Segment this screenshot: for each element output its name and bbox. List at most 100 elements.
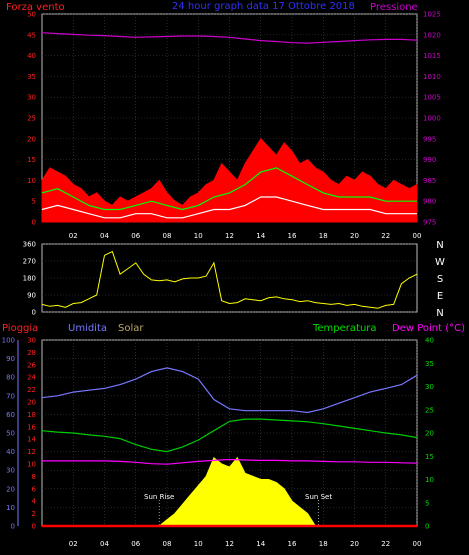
- rain-tick-label: 6: [32, 485, 37, 493]
- bottom-tick-x: 10: [194, 540, 203, 548]
- pressure-series: [41, 32, 418, 44]
- wind-tick-label: 20: [27, 135, 36, 143]
- pressure-tick-label: 1025: [423, 11, 441, 19]
- compass-label: S: [437, 274, 443, 285]
- wind-minimum-series: [41, 196, 417, 219]
- solar-series: [157, 456, 317, 527]
- sunset-label: Sun Set: [305, 493, 332, 501]
- humidity-tick-label: 20: [6, 485, 15, 493]
- wind-tick-label: 10: [27, 177, 36, 185]
- direction-tick-label: 270: [23, 258, 36, 266]
- top-tick-x: 22: [381, 232, 390, 240]
- temperature-tick-label: 10: [425, 476, 434, 484]
- rain-tick-label: 16: [27, 423, 36, 431]
- bottom-tick-x: 02: [69, 540, 78, 548]
- wind-tick-label: 45: [27, 31, 36, 39]
- wind-gust-series: [41, 137, 418, 223]
- wind-pressure-panel: 0510152025303540455097598098599099510001…: [27, 11, 441, 241]
- top-tick-x: 16: [288, 232, 297, 240]
- wind-tick-label: 15: [27, 156, 36, 164]
- rain-tick-label: 4: [32, 498, 37, 506]
- rain-tick-label: 8: [32, 473, 36, 481]
- bottom-tick-x: 16: [288, 540, 297, 548]
- humidity-tick-label: 30: [6, 467, 15, 475]
- temperature-tick-label: 5: [425, 499, 429, 507]
- humidity-tick-label: 10: [6, 504, 15, 512]
- rain-tick-label: 28: [27, 349, 36, 357]
- temperature-tick-label: 0: [425, 523, 429, 531]
- humidity-tick-label: 70: [6, 392, 15, 400]
- pressure-tick-label: 1000: [423, 115, 441, 123]
- pressure-tick-label: 985: [423, 177, 436, 185]
- pressure-tick-label: 1015: [423, 52, 441, 60]
- rain-tick-label: 30: [27, 337, 36, 345]
- wind-axis-label: Forza vento: [6, 2, 65, 13]
- compass-label: E: [437, 291, 443, 302]
- pressure-tick-label: 1020: [423, 31, 441, 39]
- solar-axis-label: Solar: [118, 323, 144, 334]
- rain-tick-label: 0: [32, 523, 36, 531]
- bottom-tick-x: 20: [350, 540, 359, 548]
- temperature-series: [41, 418, 418, 453]
- rain-tick-label: 24: [27, 374, 36, 382]
- pressure-tick-label: 975: [423, 219, 436, 227]
- wind-tick-label: 40: [27, 52, 36, 60]
- humidity-tick-label: 80: [6, 374, 15, 382]
- rain-axis-label: Pioggia: [2, 323, 38, 334]
- compass-label: W: [435, 257, 445, 268]
- wind-tick-label: 50: [27, 11, 36, 19]
- top-tick-x: 12: [225, 232, 234, 240]
- pressure-tick-label: 1005: [423, 94, 441, 102]
- wind-tick-label: 5: [32, 198, 36, 206]
- top-tick-x: 08: [163, 232, 172, 240]
- top-tick-x: 14: [256, 232, 265, 240]
- wind-tick-label: 30: [27, 94, 36, 102]
- temperature-tick-label: 20: [425, 430, 434, 438]
- direction-tick-label: 360: [23, 241, 36, 249]
- humidity-tick-label: 60: [6, 411, 15, 419]
- direction-tick-label: 0: [32, 309, 36, 317]
- dewpoint-series: [42, 458, 418, 465]
- pressure-tick-label: 980: [423, 198, 436, 206]
- rain-tick-label: 20: [27, 399, 36, 407]
- wind-tick-label: 0: [32, 219, 36, 227]
- temperature-tick-label: 15: [425, 453, 434, 461]
- temperature-tick-label: 40: [425, 337, 434, 345]
- pressure-tick-label: 990: [423, 156, 436, 164]
- humidity-tick-label: 40: [6, 448, 15, 456]
- wind-direction-series: [41, 250, 418, 309]
- chart-title: 24 hour graph data 17 Ottobre 2018: [172, 1, 355, 12]
- sunrise-label: Sun Rise: [144, 493, 174, 501]
- pressure-tick-label: 995: [423, 135, 436, 143]
- wind-average-series: [41, 167, 417, 211]
- bottom-tick-x: 22: [381, 540, 390, 548]
- bottom-tick-x: 06: [131, 540, 140, 548]
- humidity-series: [41, 367, 418, 414]
- humidity-tick-label: 100: [2, 337, 15, 345]
- temperature-axis-label: Temperatura: [312, 323, 377, 334]
- rain-tick-label: 12: [27, 448, 36, 456]
- top-tick-x: 20: [350, 232, 359, 240]
- compass-label: N: [436, 308, 443, 319]
- top-tick-x: 06: [131, 232, 140, 240]
- pressure-axis-label: Pressione: [370, 2, 418, 13]
- top-tick-x: 02: [69, 232, 78, 240]
- top-tick-x: 00: [413, 232, 422, 240]
- bottom-tick-x: 04: [100, 540, 109, 548]
- rain-tick-label: 14: [27, 436, 36, 444]
- compass-label: N: [436, 240, 443, 251]
- rain-tick-label: 2: [32, 510, 36, 518]
- wind-tick-label: 25: [27, 115, 36, 123]
- bottom-tick-x: 14: [256, 540, 265, 548]
- direction-tick-label: 90: [27, 292, 36, 300]
- rain-tick-label: 10: [27, 461, 36, 469]
- direction-tick-label: 180: [23, 275, 36, 283]
- rain-tick-label: 18: [27, 411, 36, 419]
- humidity-axis-label: Umidita: [68, 323, 107, 334]
- humidity-tick-label: 50: [6, 430, 15, 438]
- pressure-tick-label: 1010: [423, 73, 441, 81]
- bottom-tick-x: 08: [163, 540, 172, 548]
- wind-tick-label: 35: [27, 73, 36, 81]
